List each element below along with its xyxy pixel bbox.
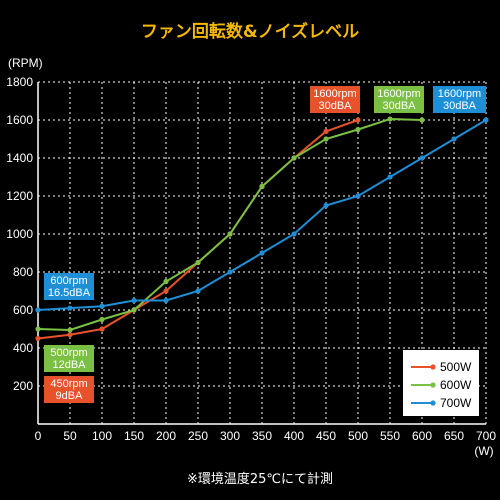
annotation-text: 450rpm — [50, 378, 87, 390]
axes — [37, 82, 486, 425]
data-point-700W — [35, 307, 41, 313]
annotation-box — [310, 86, 360, 113]
data-point-600W — [323, 136, 329, 142]
data-point-500W — [323, 128, 329, 134]
x-tick-label: 350 — [252, 429, 272, 443]
annotation-text: 600rpm — [50, 275, 87, 287]
x-tick-label: 0 — [35, 429, 42, 443]
x-tick-labels: 0 50 100 150 200 250 300 350 400 450 500 550 600 650 7… — [35, 429, 497, 443]
data-point-700W — [291, 231, 297, 237]
legend-label-600W: 600W — [440, 378, 472, 392]
series-group — [35, 116, 489, 342]
data-point-700W — [195, 288, 201, 294]
data-point-600W — [387, 116, 393, 122]
x-tick-label: 150 — [124, 429, 144, 443]
data-point-600W — [67, 327, 73, 333]
chart-title: ファン回転数&ノイズレベル — [141, 21, 359, 42]
annotation-text: 500rpm — [50, 347, 87, 359]
annotation-text: 9dBA — [56, 390, 84, 402]
x-tick-label: 550 — [380, 429, 400, 443]
legend-marker-500W — [430, 364, 436, 370]
data-point-600W — [163, 278, 169, 285]
x-tick-label: 650 — [444, 429, 464, 443]
legend-box — [403, 350, 479, 416]
y-axis-label: (RPM) — [8, 56, 43, 70]
x-tick-label: 500 — [348, 429, 368, 443]
data-point-700W — [387, 174, 393, 180]
x-tick-label: 600 — [412, 429, 432, 443]
data-point-600W — [227, 231, 233, 237]
x-tick-label: 200 — [156, 429, 176, 443]
data-point-500W — [355, 117, 361, 123]
y-tick-label: 400 — [13, 341, 33, 355]
x-tick-label: 400 — [284, 429, 304, 443]
data-point-500W — [67, 332, 73, 338]
data-point-500W — [99, 326, 105, 332]
data-point-600W — [291, 155, 297, 161]
data-point-600W — [355, 126, 361, 133]
x-tick-label: 250 — [188, 429, 208, 443]
data-point-600W — [99, 316, 105, 323]
data-point-700W — [451, 136, 457, 142]
x-tick-label: 300 — [220, 429, 240, 443]
x-tick-label: 100 — [92, 429, 112, 443]
y-tick-label: 1200 — [6, 189, 33, 203]
x-tick-label: 50 — [63, 429, 77, 443]
data-point-600W — [35, 326, 41, 332]
data-point-500W — [35, 335, 41, 342]
data-point-600W — [195, 259, 201, 266]
data-point-700W — [323, 202, 329, 209]
data-point-600W — [259, 183, 265, 190]
data-point-700W — [419, 155, 425, 161]
measurement-note: ※環境温度25℃にて計測 — [187, 471, 333, 487]
data-point-600W — [419, 117, 425, 123]
data-point-700W — [67, 305, 73, 311]
y-tick-label: 1800 — [6, 75, 33, 89]
data-point-700W — [163, 297, 169, 304]
data-point-600W — [131, 307, 137, 313]
data-point-700W — [355, 193, 361, 199]
y-tick-labels: 200 400 600 800 1000 1200 1400 1600 1800 — [6, 75, 33, 393]
annotation-box — [44, 345, 94, 372]
x-tick-label: 450 — [316, 429, 336, 443]
annotation-box — [433, 86, 486, 113]
annotation-text: 30dBA — [443, 100, 477, 112]
annotation-text: 1600rpm — [438, 88, 481, 100]
annotation-text: 1600rpm — [377, 88, 420, 100]
data-point-700W — [227, 269, 233, 275]
annotation-text: 30dBA — [382, 100, 416, 112]
y-tick-label: 200 — [13, 379, 33, 393]
annotation-box — [44, 273, 94, 300]
data-point-700W — [259, 250, 265, 256]
y-tick-label: 1000 — [6, 227, 33, 241]
legend-marker-600W — [430, 382, 436, 388]
y-tick-label: 1400 — [6, 151, 33, 165]
data-point-700W — [131, 297, 137, 304]
annotation-box — [374, 86, 424, 113]
annotation-text: 12dBA — [52, 359, 86, 371]
x-tick-label: 700 — [476, 429, 496, 443]
y-tick-label: 600 — [13, 303, 33, 317]
legend-marker-700W — [430, 400, 436, 406]
data-point-500W — [163, 288, 169, 294]
annotation-text: 1600rpm — [313, 88, 356, 100]
x-axis-label: (W) — [474, 444, 493, 458]
data-point-700W — [99, 303, 105, 309]
y-tick-label: 1600 — [6, 113, 33, 127]
annotation-text: 16.5dBA — [48, 287, 91, 299]
legend: 500W 600W 700W — [403, 350, 479, 416]
annotation-text: 30dBA — [318, 100, 352, 112]
y-tick-label: 800 — [13, 265, 33, 279]
data-point-700W — [483, 117, 489, 123]
legend-label-500W: 500W — [440, 360, 472, 374]
legend-label-700W: 700W — [440, 396, 472, 410]
annotation-box — [44, 376, 94, 403]
